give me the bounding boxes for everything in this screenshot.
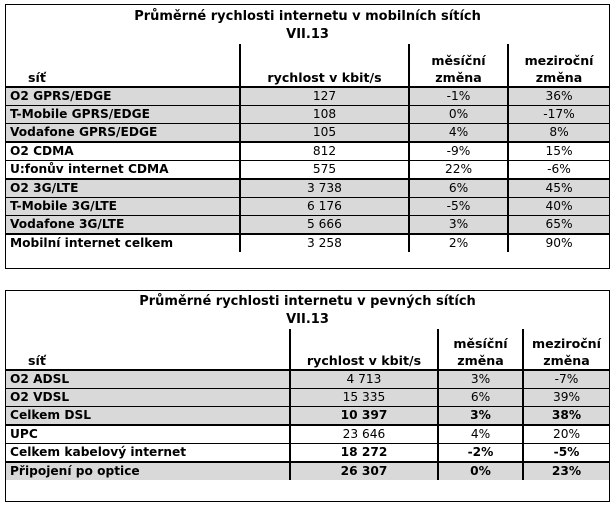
network-cell: Celkem kabelový internet: [6, 443, 290, 462]
monthly-change-cell: 3%: [408, 215, 508, 234]
speed-cell: 23 646: [289, 424, 438, 444]
monthly-change-cell: 3%: [437, 406, 523, 425]
monthly-change-cell: -9%: [408, 141, 508, 161]
table-row: T-Mobile GPRS/EDGE 108 0% -17%: [6, 105, 610, 124]
speed-cell: 108: [239, 105, 409, 124]
table-row: Vodafone GPRS/EDGE 105 4% 8%: [6, 123, 610, 142]
monthly-change-cell: -1%: [408, 86, 508, 106]
speed-cell: 18 272: [289, 443, 438, 462]
table-row: Celkem DSL 10 397 3% 38%: [6, 406, 610, 425]
mobile-speed-table: Průměrné rychlosti internetu v mobilních…: [6, 8, 610, 252]
yearly-change-cell: 20%: [521, 424, 610, 444]
fixed-col-monthly: měsíční změna: [437, 329, 523, 370]
mobile-col-speed: rychlost v kbit/s: [239, 44, 409, 87]
network-cell: O2 VDSL: [6, 388, 290, 407]
yearly-change-cell: 38%: [521, 406, 610, 425]
speed-cell: 812: [239, 141, 409, 161]
fixed-col-yearly: meziroční změna: [521, 329, 610, 370]
fixed-col-network: síť: [28, 353, 46, 368]
network-cell: O2 ADSL: [6, 369, 290, 389]
table-row: O2 ADSL 4 713 3% -7%: [6, 369, 610, 389]
mobile-col-network: síť: [28, 70, 46, 85]
yearly-change-cell: -7%: [521, 369, 610, 389]
table-row: UPC 23 646 4% 20%: [6, 424, 610, 444]
monthly-change-cell: 3%: [437, 369, 523, 389]
table-row: T-Mobile 3G/LTE 6 176 -5% 40%: [6, 197, 610, 216]
yearly-change-cell: -17%: [506, 105, 610, 124]
yearly-change-cell: 8%: [506, 123, 610, 142]
network-cell: Vodafone GPRS/EDGE: [6, 123, 240, 142]
network-cell: U:fonův internet CDMA: [6, 160, 240, 179]
fixed-col-speed: rychlost v kbit/s: [289, 329, 438, 370]
monthly-change-cell: 4%: [408, 123, 508, 142]
monthly-change-cell: 4%: [437, 424, 523, 444]
network-cell: Připojení po optice: [6, 461, 290, 480]
yearly-change-cell: 36%: [506, 86, 610, 106]
monthly-change-cell: -2%: [437, 443, 523, 462]
speed-cell: 3 258: [239, 233, 409, 252]
table-row: O2 CDMA 812 -9% 15%: [6, 141, 610, 161]
yearly-change-cell: 40%: [506, 197, 610, 216]
yearly-change-cell: 65%: [506, 215, 610, 234]
network-cell: Vodafone 3G/LTE: [6, 215, 240, 234]
table-row: O2 VDSL 15 335 6% 39%: [6, 388, 610, 407]
network-cell: Celkem DSL: [6, 406, 290, 425]
yearly-change-cell: 15%: [506, 141, 610, 161]
speed-cell: 5 666: [239, 215, 409, 234]
network-cell: UPC: [6, 424, 290, 444]
table-row: Vodafone 3G/LTE 5 666 3% 65%: [6, 215, 610, 234]
monthly-change-cell: 22%: [408, 160, 508, 179]
network-cell: O2 3G/LTE: [6, 178, 240, 198]
yearly-change-cell: 90%: [506, 233, 610, 252]
mobile-col-yearly: meziroční změna: [506, 44, 610, 87]
monthly-change-cell: 6%: [408, 178, 508, 198]
speed-cell: 127: [239, 86, 409, 106]
monthly-change-cell: 6%: [437, 388, 523, 407]
fixed-table-period: VII.13: [286, 312, 329, 327]
speed-cell: 3 738: [239, 178, 409, 198]
speed-cell: 26 307: [289, 461, 438, 480]
yearly-change-cell: 45%: [506, 178, 610, 198]
speed-cell: 15 335: [289, 388, 438, 407]
yearly-change-cell: 23%: [521, 461, 610, 480]
table-row: O2 GPRS/EDGE 127 -1% 36%: [6, 86, 610, 106]
fixed-speed-table: Průměrné rychlosti internetu v pevných s…: [6, 293, 610, 480]
mobile-table-frame: [5, 4, 610, 269]
table-row: O2 3G/LTE 3 738 6% 45%: [6, 178, 610, 198]
yearly-change-cell: -6%: [506, 160, 610, 179]
table-row: Celkem kabelový internet 18 272 -2% -5%: [6, 443, 610, 462]
monthly-change-cell: 0%: [437, 461, 523, 480]
speed-cell: 6 176: [239, 197, 409, 216]
yearly-change-cell: -5%: [521, 443, 610, 462]
network-cell: T-Mobile GPRS/EDGE: [6, 105, 240, 124]
table-row: Mobilní internet celkem 3 258 2% 90%: [6, 233, 610, 252]
mobile-col-monthly: měsíční změna: [408, 44, 508, 87]
monthly-change-cell: 0%: [408, 105, 508, 124]
monthly-change-cell: 2%: [408, 233, 508, 252]
network-cell: O2 CDMA: [6, 141, 240, 161]
network-cell: Mobilní internet celkem: [6, 233, 240, 252]
yearly-change-cell: 39%: [521, 388, 610, 407]
fixed-table-frame: [5, 290, 610, 502]
network-cell: O2 GPRS/EDGE: [6, 86, 240, 106]
table-row: Připojení po optice 26 307 0% 23%: [6, 461, 610, 480]
mobile-table-period: VII.13: [286, 27, 329, 42]
speed-cell: 10 397: [289, 406, 438, 425]
mobile-table-title: Průměrné rychlosti internetu v mobilních…: [134, 9, 481, 24]
monthly-change-cell: -5%: [408, 197, 508, 216]
table-row: U:fonův internet CDMA 575 22% -6%: [6, 160, 610, 179]
speed-cell: 105: [239, 123, 409, 142]
speed-cell: 575: [239, 160, 409, 179]
network-cell: T-Mobile 3G/LTE: [6, 197, 240, 216]
speed-cell: 4 713: [289, 369, 438, 389]
fixed-table-title: Průměrné rychlosti internetu v pevných s…: [139, 294, 476, 309]
